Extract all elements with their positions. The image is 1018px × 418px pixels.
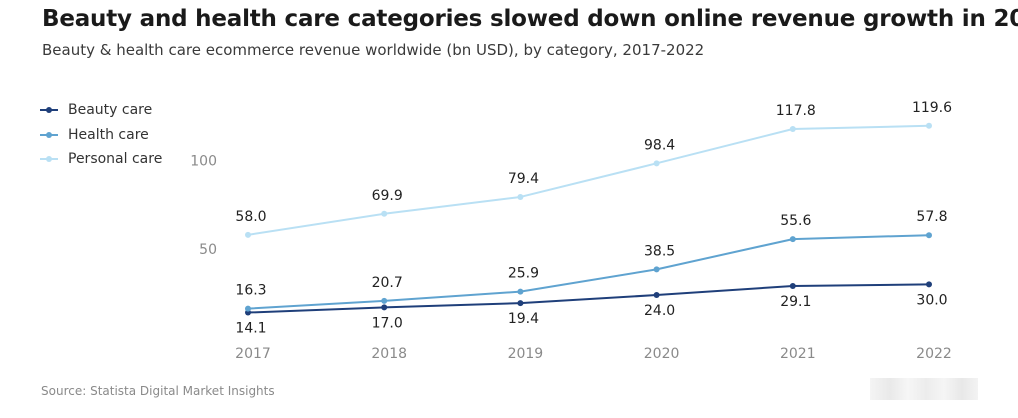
data-label: 69.9 xyxy=(372,188,403,204)
x-tick-label: 2019 xyxy=(508,346,544,362)
data-point xyxy=(926,281,932,288)
data-label: 14.1 xyxy=(235,321,266,337)
y-tick-label: 50 xyxy=(199,242,217,258)
data-point xyxy=(653,292,660,299)
legend-label-beauty-care: Beauty care xyxy=(68,102,153,119)
legend-label-personal-care: Personal care xyxy=(68,151,163,168)
data-label: 25.9 xyxy=(508,266,539,282)
data-point xyxy=(926,232,932,239)
data-label: 57.8 xyxy=(916,209,947,225)
data-point xyxy=(517,193,524,200)
blurred-watermark xyxy=(870,378,978,400)
data-label: 19.4 xyxy=(508,311,539,327)
data-point xyxy=(381,297,388,304)
x-tick-label: 2018 xyxy=(371,346,407,362)
data-label: 117.8 xyxy=(776,103,816,119)
data-point xyxy=(517,288,524,295)
legend-item-health-care: Health care xyxy=(40,123,162,148)
data-point xyxy=(926,122,932,129)
legend-swatch-health-care xyxy=(40,131,58,138)
data-point xyxy=(245,231,251,238)
data-label: 119.6 xyxy=(912,100,952,116)
x-tick-label: 2022 xyxy=(916,346,952,362)
legend-swatch-beauty-care xyxy=(40,107,58,114)
data-label: 98.4 xyxy=(644,137,675,153)
x-tick-label: 2020 xyxy=(644,346,680,362)
data-label: 24.0 xyxy=(644,303,675,319)
data-point xyxy=(653,160,660,167)
data-label: 20.7 xyxy=(372,275,403,291)
series-line-health-care xyxy=(247,234,930,310)
data-point xyxy=(381,210,388,217)
chart-subtitle: Beauty & health care ecommerce revenue w… xyxy=(42,41,705,59)
source-note: Source: Statista Digital Market Insights xyxy=(41,384,275,398)
data-label: 79.4 xyxy=(508,171,539,187)
data-label: 58.0 xyxy=(235,209,266,225)
series-line-personal-care xyxy=(247,124,930,236)
legend-item-beauty-care: Beauty care xyxy=(40,98,162,123)
data-point xyxy=(653,266,660,273)
x-tick-label: 2017 xyxy=(235,346,271,362)
legend-item-personal-care: Personal care xyxy=(40,147,162,172)
series-line-beauty-care xyxy=(247,283,930,314)
data-label: 29.1 xyxy=(780,294,811,310)
data-label: 17.0 xyxy=(372,315,403,331)
data-label: 30.0 xyxy=(916,292,947,308)
legend-label-health-care: Health care xyxy=(68,126,149,143)
chart-title: Beauty and health care categories slowed… xyxy=(42,6,1018,32)
legend-swatch-personal-care xyxy=(40,156,58,163)
data-point xyxy=(789,125,796,132)
data-point xyxy=(789,236,796,243)
data-point xyxy=(789,282,796,289)
data-label: 16.3 xyxy=(235,283,266,299)
x-tick-label: 2021 xyxy=(780,346,816,362)
y-tick-label: 100 xyxy=(190,154,217,170)
data-point xyxy=(517,300,524,307)
data-label: 55.6 xyxy=(780,213,811,229)
data-point xyxy=(245,305,251,312)
data-label: 38.5 xyxy=(644,243,675,259)
data-point xyxy=(381,304,388,311)
legend: Beauty care Health care Personal care xyxy=(40,98,162,172)
